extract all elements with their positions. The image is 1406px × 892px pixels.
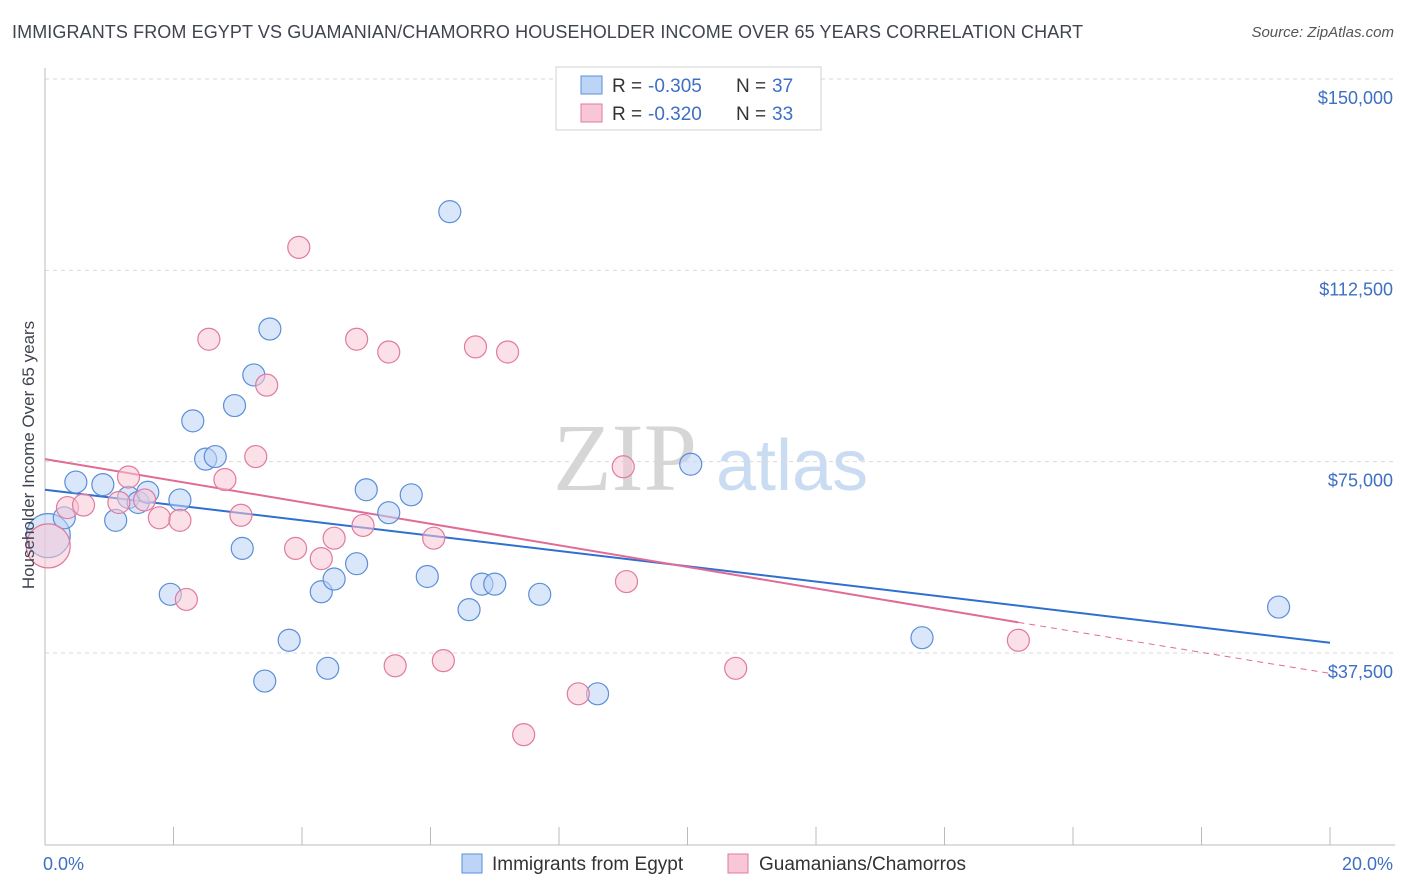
series-swatch-pink	[727, 853, 749, 874]
y-tick-labels: $37,500 $75,000 $112,500 $150,000	[1318, 88, 1393, 682]
axes	[44, 68, 1395, 846]
point-blue	[258, 317, 282, 341]
point-pink	[197, 327, 221, 351]
watermark-atlas: atlas	[716, 426, 868, 506]
point-pink	[147, 506, 171, 530]
trend-extension-pink	[1018, 621, 1331, 674]
point-blue	[64, 470, 88, 494]
point-pink	[496, 340, 520, 364]
y-tick-label: $75,000	[1328, 471, 1393, 491]
point-pink	[724, 656, 748, 680]
x-tick-labels: 0.0% 20.0%	[43, 854, 1393, 874]
point-pink	[25, 523, 71, 569]
point-blue	[253, 669, 277, 693]
data-points	[25, 200, 1291, 747]
point-pink	[611, 455, 635, 479]
point-blue	[230, 536, 254, 561]
legend-n-value: 37	[772, 76, 793, 97]
point-pink	[351, 513, 375, 538]
point-pink	[309, 547, 333, 571]
point-blue	[181, 409, 205, 433]
point-pink	[422, 526, 446, 550]
point-pink	[322, 526, 346, 550]
legend-r-value: -0.305	[648, 76, 702, 97]
trend-line-pink	[44, 458, 1019, 624]
y-tick-label: $112,500	[1319, 279, 1393, 299]
point-blue	[377, 501, 401, 525]
point-blue	[91, 473, 115, 497]
trend-lines	[44, 458, 1331, 674]
point-blue	[399, 483, 423, 507]
point-blue	[415, 564, 439, 589]
point-pink	[287, 235, 311, 259]
point-pink	[614, 569, 639, 594]
point-pink	[383, 654, 407, 678]
legend-r-label: R =	[612, 76, 642, 97]
point-pink	[244, 444, 268, 469]
series-label-egypt: Immigrants from Egypt	[492, 854, 684, 875]
x-tick-label: 20.0%	[1342, 854, 1393, 874]
point-blue	[316, 656, 340, 680]
point-pink	[168, 508, 192, 532]
point-blue	[354, 478, 378, 502]
point-pink	[229, 503, 253, 527]
point-blue	[222, 393, 247, 418]
correlation-legend: R = -0.305 N = 37 R = -0.320 N = 33	[555, 66, 822, 131]
point-pink	[463, 335, 488, 359]
series-legend: Immigrants from Egypt Guamanians/Chamorr…	[461, 853, 966, 875]
point-blue	[168, 488, 192, 512]
series-label-guamanian: Guamanians/Chamorros	[759, 854, 966, 875]
source-credit: Source: ZipAtlas.com	[1251, 24, 1394, 41]
point-pink	[431, 649, 455, 673]
point-blue	[679, 452, 703, 476]
point-pink	[132, 488, 157, 512]
point-blue	[277, 628, 301, 652]
point-pink	[377, 340, 401, 364]
point-pink	[174, 587, 198, 612]
x-tick-label: 0.0%	[43, 854, 84, 874]
point-blue	[438, 200, 462, 224]
point-blue	[322, 567, 346, 591]
point-pink	[107, 490, 131, 515]
point-blue	[528, 582, 552, 606]
point-pink	[1006, 628, 1030, 652]
point-blue	[457, 598, 481, 622]
y-axis-label: Householder Income Over 65 years	[19, 321, 38, 589]
point-pink	[213, 467, 237, 492]
point-pink	[566, 682, 590, 706]
legend-r-label: R =	[612, 104, 642, 125]
point-pink	[512, 723, 536, 747]
y-tick-label: $37,500	[1328, 662, 1393, 682]
legend-n-value: 33	[772, 104, 793, 125]
point-blue	[910, 626, 934, 650]
point-blue	[483, 572, 507, 596]
point-blue	[1266, 595, 1291, 619]
chart-title: IMMIGRANTS FROM EGYPT VS GUAMANIAN/CHAMO…	[12, 22, 1084, 42]
point-pink	[345, 327, 369, 351]
y-tick-label: $150,000	[1318, 88, 1393, 108]
legend-r-value: -0.320	[648, 104, 702, 125]
legend-swatch-blue	[580, 75, 603, 95]
legend-swatch-pink	[580, 103, 603, 123]
point-pink	[283, 536, 308, 561]
legend-n-label: N =	[736, 76, 766, 97]
series-swatch-blue	[461, 853, 483, 874]
point-blue	[345, 552, 369, 576]
point-pink	[71, 493, 96, 517]
point-blue	[203, 444, 227, 469]
legend-n-label: N =	[736, 104, 766, 125]
point-pink	[255, 373, 279, 397]
point-pink	[116, 465, 141, 489]
